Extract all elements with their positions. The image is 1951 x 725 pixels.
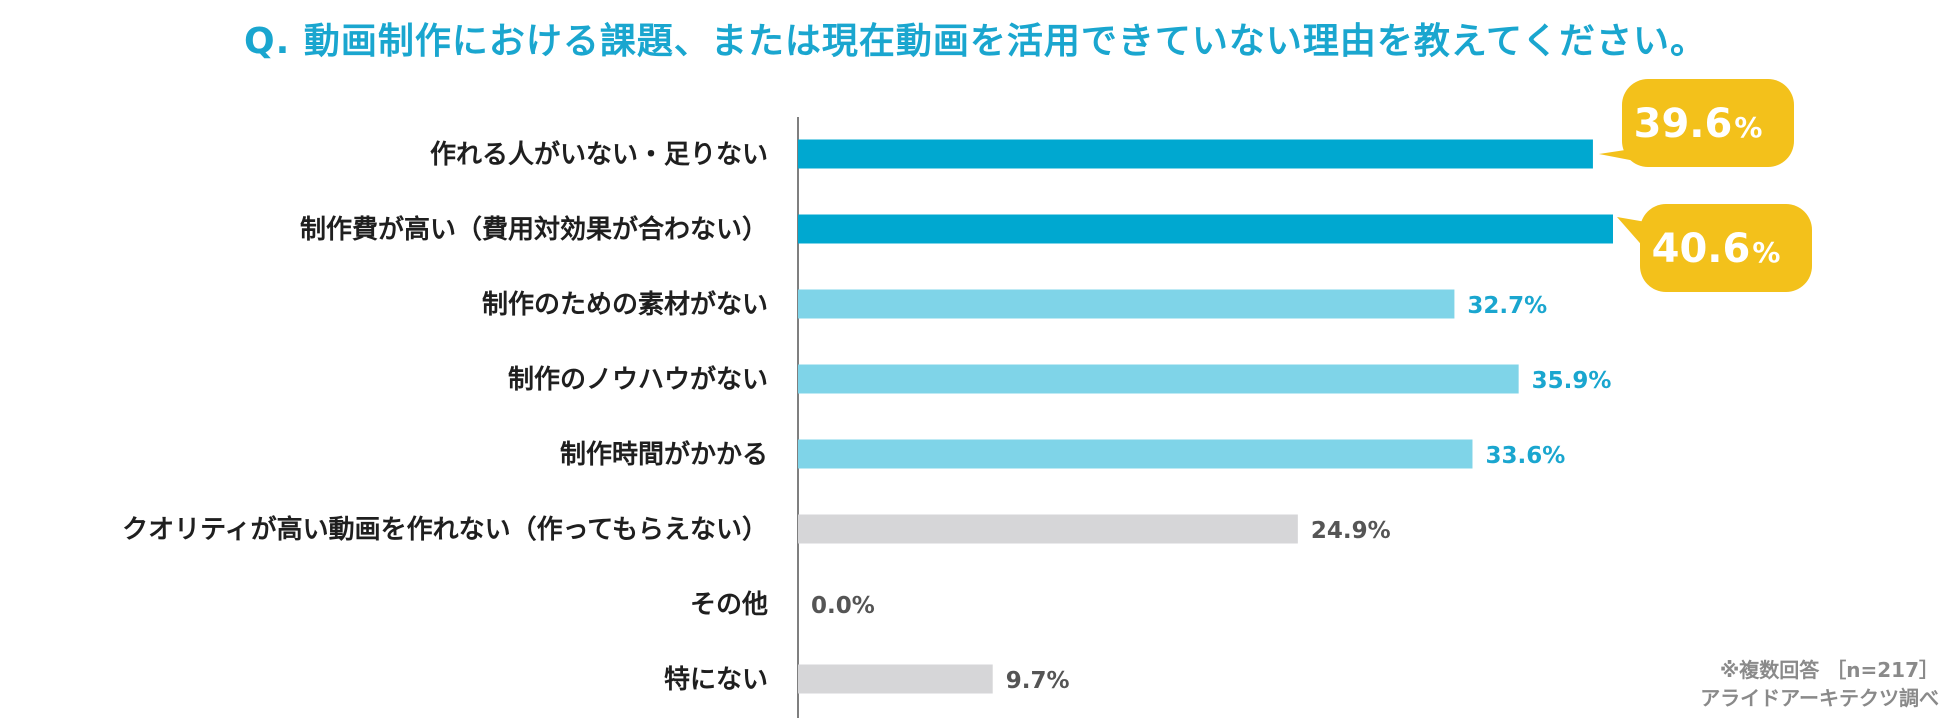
value-label: 32.7% xyxy=(1467,293,1547,319)
category-label: 作れる人がいない・足りない xyxy=(430,139,768,170)
value-callout: 39.6% xyxy=(1598,79,1794,167)
callout-bubble xyxy=(1622,79,1794,167)
source-note: アライドアーキテクツ調べ xyxy=(1700,686,1939,710)
category-label: 制作のための素材がない xyxy=(482,289,768,320)
callout-tail xyxy=(1617,217,1646,250)
value-callout: 40.6% xyxy=(1617,204,1812,292)
value-label: 9.7% xyxy=(1006,668,1070,694)
callout-bubble xyxy=(1640,204,1812,292)
value-label: 35.9% xyxy=(1532,368,1612,394)
category-label: 制作時間がかかる xyxy=(560,439,768,470)
value-label-percent: % xyxy=(1752,236,1780,269)
bar xyxy=(798,439,1473,469)
bar xyxy=(798,364,1519,394)
value-label: 0.0% xyxy=(811,593,875,619)
chart-title: Q. 動画制作における課題、または現在動画を活用できていない理由を教えてください… xyxy=(244,21,1707,62)
bar xyxy=(798,664,993,694)
bar xyxy=(798,139,1593,169)
category-label: 特にない xyxy=(664,664,768,695)
category-label: クオリティが高い動画を作れない（作ってもらえない） xyxy=(122,514,768,545)
value-label: 24.9% xyxy=(1311,518,1391,544)
category-label: その他 xyxy=(690,590,768,620)
value-label-percent: % xyxy=(1734,111,1762,144)
multiple-answer-note: ※複数回答 ［n=217］ xyxy=(1719,658,1939,682)
category-label: 制作費が高い（費用対効果が合わない） xyxy=(300,214,768,245)
category-label: 制作のノウハウがない xyxy=(508,364,768,395)
value-label: 33.6% xyxy=(1485,443,1565,469)
bar xyxy=(798,289,1455,319)
bar xyxy=(798,214,1613,244)
bar xyxy=(798,514,1298,544)
